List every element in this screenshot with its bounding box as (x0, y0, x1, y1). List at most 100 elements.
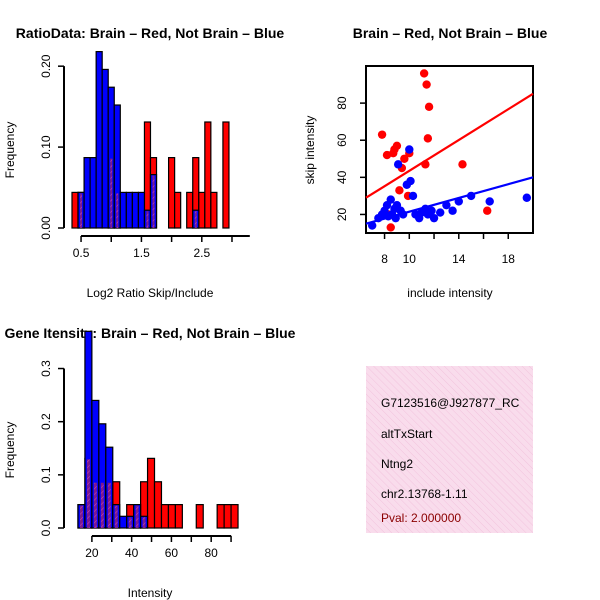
scatter-point-notbrain (427, 206, 436, 215)
ratio-histogram-bar-overlap (146, 211, 149, 228)
ratio-histogram-bar-notbrain (89, 157, 97, 229)
info-pval: Pval: 2.000000 (381, 511, 461, 525)
ratio-histogram-bar-brain (186, 191, 194, 229)
scatter-point-brain (400, 154, 409, 163)
scatter-point-brain (386, 223, 395, 232)
ratio-histogram-bar-notbrain (83, 157, 91, 229)
scatter-point-brain (395, 186, 404, 195)
info-event-type: altTxStart (381, 427, 433, 441)
scatter-point-notbrain (436, 208, 445, 217)
intensity-histogram-bar-brain (160, 504, 170, 529)
scatter-x-tick-label: 10 (403, 252, 417, 266)
ratio-histogram-xlabel: Log2 Ratio Skip/Include (87, 286, 214, 300)
ratio-histogram-bar-notbrain (131, 191, 140, 229)
intensity-histogram-bar-overlap (107, 482, 111, 528)
ratio-histogram-panel: RatioData: Brain – Red, Not Brain – Blue… (3, 25, 284, 300)
scatter-fit-line-brain (365, 92, 534, 199)
ratio-histogram-x-tick-label: 1.5 (133, 246, 150, 260)
intensity-histogram-bar-overlap (93, 482, 97, 528)
scatter-point-notbrain (406, 176, 415, 186)
info-locus: chr2.13768-1.11 (381, 487, 468, 501)
ratio-histogram-bar-notbrain (137, 191, 146, 229)
ratio-histogram-bar-overlap (110, 158, 113, 228)
ratio-histogram-x-tick-label: 2.5 (193, 246, 210, 260)
ratio-histogram-bar-notbrain (95, 51, 103, 229)
intensity-histogram-bar-overlap (128, 517, 132, 528)
intensity-histogram-bar-overlap (100, 482, 104, 528)
info-box-background (366, 366, 533, 533)
intensity-histogram-bar-brain (146, 457, 156, 529)
ratio-histogram-ylabel: Frequency (3, 122, 17, 179)
ratio-histogram-bar-brain (71, 191, 79, 229)
scatter-point-brain (424, 102, 434, 112)
scatter-point-notbrain (448, 206, 457, 215)
scatter-point-notbrain (429, 213, 439, 223)
scatter-point-notbrain (405, 145, 414, 154)
ratio-histogram-bar-brain (210, 191, 218, 229)
scatter-point-brain (392, 141, 402, 150)
scatter-point-brain (419, 69, 429, 78)
intensity-histogram-y-tick-label: 0.1 (39, 466, 53, 483)
ratio-histogram-bar-overlap (152, 175, 155, 228)
ratio-histogram-y-tick-label: 0.10 (39, 135, 53, 159)
info-id-line: G7123516@J927877_RC (381, 396, 520, 410)
scatter-x-tick-label: 18 (502, 252, 516, 266)
intensity-histogram-y-tick-label: 0.0 (39, 519, 53, 536)
intensity-histogram-title: Gene Itensity: Brain – Red, Not Brain – … (5, 325, 296, 341)
intensity-histogram-bar-overlap (135, 505, 139, 528)
ratio-histogram-x-tick-label: 0.5 (73, 246, 90, 260)
intensity-histogram-x-tick-label: 80 (205, 546, 219, 560)
ratio-histogram-bar-overlap (80, 193, 83, 228)
scatter-point-notbrain (408, 191, 418, 201)
scatter-ylabel: skip intensity (303, 116, 317, 185)
ratio-histogram-bar-brain (174, 191, 182, 229)
intensity-histogram-bar-overlap (142, 517, 146, 528)
scatter-point-notbrain (386, 195, 395, 204)
scatter-point-brain (422, 80, 431, 89)
intensity-histogram-x-tick-label: 40 (125, 546, 139, 560)
intensity-histogram-y-tick-label: 0.3 (39, 360, 53, 377)
ratio-histogram-y-tick-label: 0.00 (39, 216, 53, 240)
intensity-histogram-bar-brain (153, 481, 163, 529)
intensity-histogram-x-tick-label: 60 (165, 546, 179, 560)
ratio-histogram-bar-brain (204, 121, 212, 229)
scatter-y-tick-label: 40 (335, 170, 349, 184)
intensity-histogram-bar-brain (223, 504, 232, 529)
scatter-fit-line-notbrain (365, 176, 534, 225)
scatter-point-notbrain (393, 160, 403, 169)
scatter-point-brain (483, 206, 492, 215)
scatter-panel: Brain – Red, Not Brain – Blue include in… (303, 25, 547, 300)
ratio-histogram-bar-notbrain (119, 191, 127, 229)
scatter-y-tick-label: 80 (335, 96, 349, 110)
intensity-histogram-x-tick-label: 20 (85, 546, 99, 560)
scatter-x-tick-label: 14 (452, 252, 466, 266)
ratio-histogram-title: RatioData: Brain – Red, Not Brain – Blue (16, 25, 285, 41)
ratio-histogram-bar-overlap (194, 211, 197, 228)
scatter-title: Brain – Red, Not Brain – Blue (353, 25, 548, 41)
intensity-histogram-bar-overlap (79, 505, 83, 528)
intensity-histogram-bar-brain (216, 504, 225, 529)
scatter-xlabel: include intensity (407, 286, 492, 300)
intensity-histogram-bar-overlap (114, 505, 118, 528)
intensity-histogram-bar-brain (174, 504, 183, 529)
intensity-histogram-bar-brain (230, 504, 239, 529)
intensity-histogram-y-tick-label: 0.2 (39, 413, 53, 430)
intensity-histogram-bar-brain (195, 504, 204, 529)
intensity-histogram-xlabel: Intensity (128, 586, 173, 600)
scatter-point-notbrain (485, 197, 494, 206)
intensity-histogram-panel: Gene Itensity: Brain – Red, Not Brain – … (3, 325, 296, 600)
scatter-point-brain (377, 130, 387, 139)
intensity-histogram-bar-overlap (86, 459, 90, 528)
ratio-histogram-bar-notbrain (101, 68, 109, 229)
ratio-histogram-y-tick-label: 0.20 (39, 54, 53, 78)
info-gene: Ntng2 (381, 457, 413, 471)
scatter-x-tick-label: 8 (381, 252, 388, 266)
scatter-point-notbrain (522, 193, 532, 202)
scatter-point-brain (423, 134, 433, 143)
ratio-histogram-bar-overlap (116, 193, 119, 228)
scatter-point-brain (458, 160, 467, 169)
info-panel: G7123516@J927877_RC altTxStart Ntng2 chr… (366, 366, 533, 533)
scatter-y-tick-label: 60 (335, 133, 349, 147)
intensity-histogram-bar-brain (167, 504, 176, 529)
